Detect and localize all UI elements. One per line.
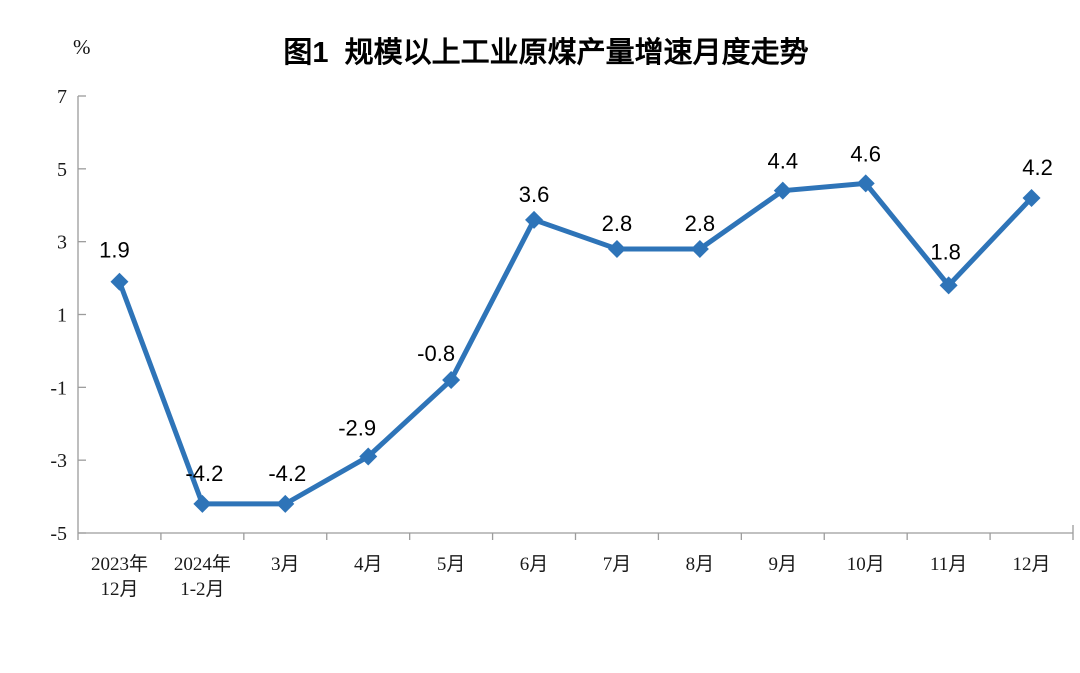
data-point-label: -4.2 <box>185 461 223 486</box>
x-tick-label: 12月 <box>1013 554 1051 575</box>
data-point-label: 1.8 <box>930 239 961 264</box>
x-tick-label: 4月 <box>354 554 383 575</box>
y-tick-label: -5 <box>50 523 67 545</box>
data-point-marker <box>525 210 544 229</box>
data-point-marker <box>939 276 958 295</box>
data-series-line <box>116 180 1035 507</box>
y-tick-label: 3 <box>57 232 67 254</box>
data-point-label: -4.2 <box>268 461 306 486</box>
y-tick-label: 7 <box>57 86 67 108</box>
y-tick-label: 5 <box>57 159 67 181</box>
y-axis-unit-label: % <box>73 35 91 59</box>
data-point-label: 4.4 <box>767 149 798 174</box>
data-point-label: 1.9 <box>99 238 130 263</box>
data-point-marker <box>110 272 129 291</box>
x-tick-label: 9月 <box>769 554 798 575</box>
data-point-marker <box>773 181 792 200</box>
data-point-label: -2.9 <box>338 416 376 441</box>
chart-title: 图1 规模以上工业原煤产量增速月度走势 <box>283 37 809 69</box>
x-tick-label: 7月 <box>603 554 632 575</box>
data-point-label: 4.2 <box>1022 155 1053 180</box>
x-tick-label: 2024年 1-2月 <box>174 553 231 600</box>
data-point-label: 4.6 <box>850 141 881 166</box>
data-point-marker <box>1022 188 1041 207</box>
x-tick-label: 6月 <box>520 554 549 575</box>
x-tick-label: 5月 <box>437 554 466 575</box>
x-tick-label: 10月 <box>847 554 885 575</box>
data-point-marker <box>193 494 212 513</box>
y-tick-label: 1 <box>57 305 67 327</box>
data-point-marker <box>359 447 378 466</box>
data-point-marker <box>856 174 875 193</box>
data-point-label: 2.8 <box>685 211 716 236</box>
x-tick-label: 8月 <box>686 554 715 575</box>
data-point-label: 2.8 <box>602 211 633 236</box>
y-tick-label: -1 <box>50 377 67 399</box>
data-point-label: 3.6 <box>519 182 550 207</box>
x-tick-label: 2023年 12月 <box>91 553 148 600</box>
y-tick-label: -3 <box>50 450 67 472</box>
data-point-marker <box>690 239 709 258</box>
x-tick-label: 3月 <box>271 554 300 575</box>
data-point-marker <box>607 239 626 258</box>
x-tick-label: 11月 <box>930 554 967 575</box>
data-point-marker <box>276 494 295 513</box>
data-point-label: -0.8 <box>417 341 455 366</box>
data-point-marker <box>442 371 461 390</box>
